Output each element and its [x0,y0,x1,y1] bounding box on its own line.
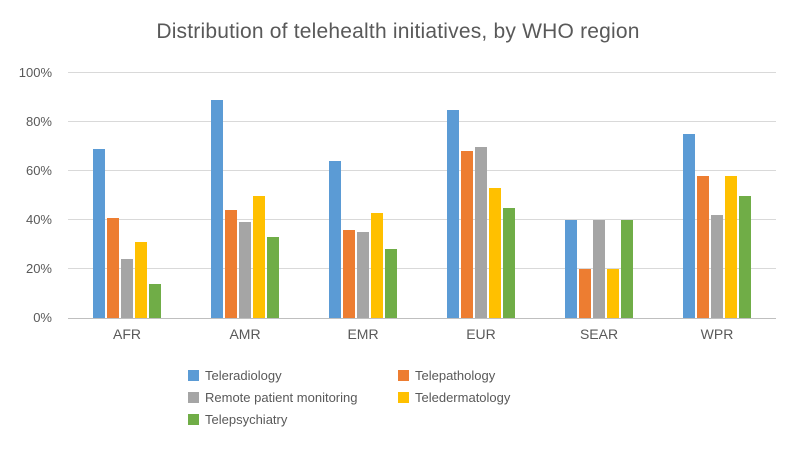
bar [593,220,605,318]
bar [607,269,619,318]
bar [447,109,459,318]
bar-groups [68,73,776,318]
x-tick-label: SEAR [579,326,619,342]
y-tick-label: 20% [25,261,52,276]
bar [107,217,119,318]
bar [565,220,577,318]
legend-label: Teleradiology [205,368,282,383]
bar-group-amr [186,73,304,318]
x-tick-label: EUR [466,326,496,342]
bar [683,134,695,318]
bar [461,151,473,318]
y-tick-label: 80% [25,114,52,129]
bar [371,212,383,318]
legend: Teleradiology Telepathology Remote patient… [0,368,796,427]
bar-group-eur [422,73,540,318]
bar-group-emr [304,73,422,318]
gridline [68,72,776,73]
bar [343,229,355,318]
bar [329,161,341,318]
legend-label: Telepsychiatry [205,412,288,427]
bar [489,188,501,318]
legend-swatch-icon [188,370,199,381]
bar-group-afr [68,73,186,318]
bar [267,237,279,318]
bar [697,175,709,318]
x-axis: AFR AMR EMR EUR SEAR WPR [68,326,776,342]
bar [725,175,737,318]
x-tick-label: AMR [229,326,261,342]
legend-swatch-icon [398,370,409,381]
bar [149,283,161,318]
bar [135,242,147,318]
gridline [68,219,776,220]
y-tick-label: 0% [33,310,52,325]
gridline [68,170,776,171]
gridline [68,121,776,122]
bar [475,146,487,318]
bar [93,148,105,318]
legend-swatch-icon [398,392,409,403]
legend-swatch-icon [188,392,199,403]
bar-group-sear [540,73,658,318]
bar [385,249,397,318]
bar [211,99,223,318]
legend-item: Telepathology [398,368,608,383]
legend-item: Teleradiology [188,368,398,383]
x-tick-label: EMR [347,326,379,342]
legend-item: Teledermatology [398,390,608,405]
x-tick-label: AFR [113,326,141,342]
bar [121,259,133,318]
bar [739,195,751,318]
bar [711,215,723,318]
bar [239,222,251,318]
gridline [68,268,776,269]
plot-area [68,72,776,319]
bar [503,207,515,318]
y-tick-label: 100% [18,65,52,80]
legend-item: Telepsychiatry [188,412,398,427]
bar [357,232,369,318]
legend-label: Telepathology [415,368,496,383]
bar-group-wpr [658,73,776,318]
legend-label: Remote patient monitoring [205,390,358,405]
legend-grid: Teleradiology Telepathology Remote patient… [188,368,608,427]
bar [225,210,237,318]
legend-swatch-icon [188,414,199,425]
bar [621,220,633,318]
bar [579,269,591,318]
y-tick-label: 40% [25,212,52,227]
y-axis: 0% 20% 40% 60% 80% 100% [0,65,58,325]
bar [253,195,265,318]
y-tick-label: 60% [25,163,52,178]
legend-label: Teledermatology [415,390,511,405]
legend-item: Remote patient monitoring [188,390,398,405]
x-tick-label: WPR [700,326,734,342]
chart-title: Distribution of telehealth initiatives, … [156,20,640,43]
